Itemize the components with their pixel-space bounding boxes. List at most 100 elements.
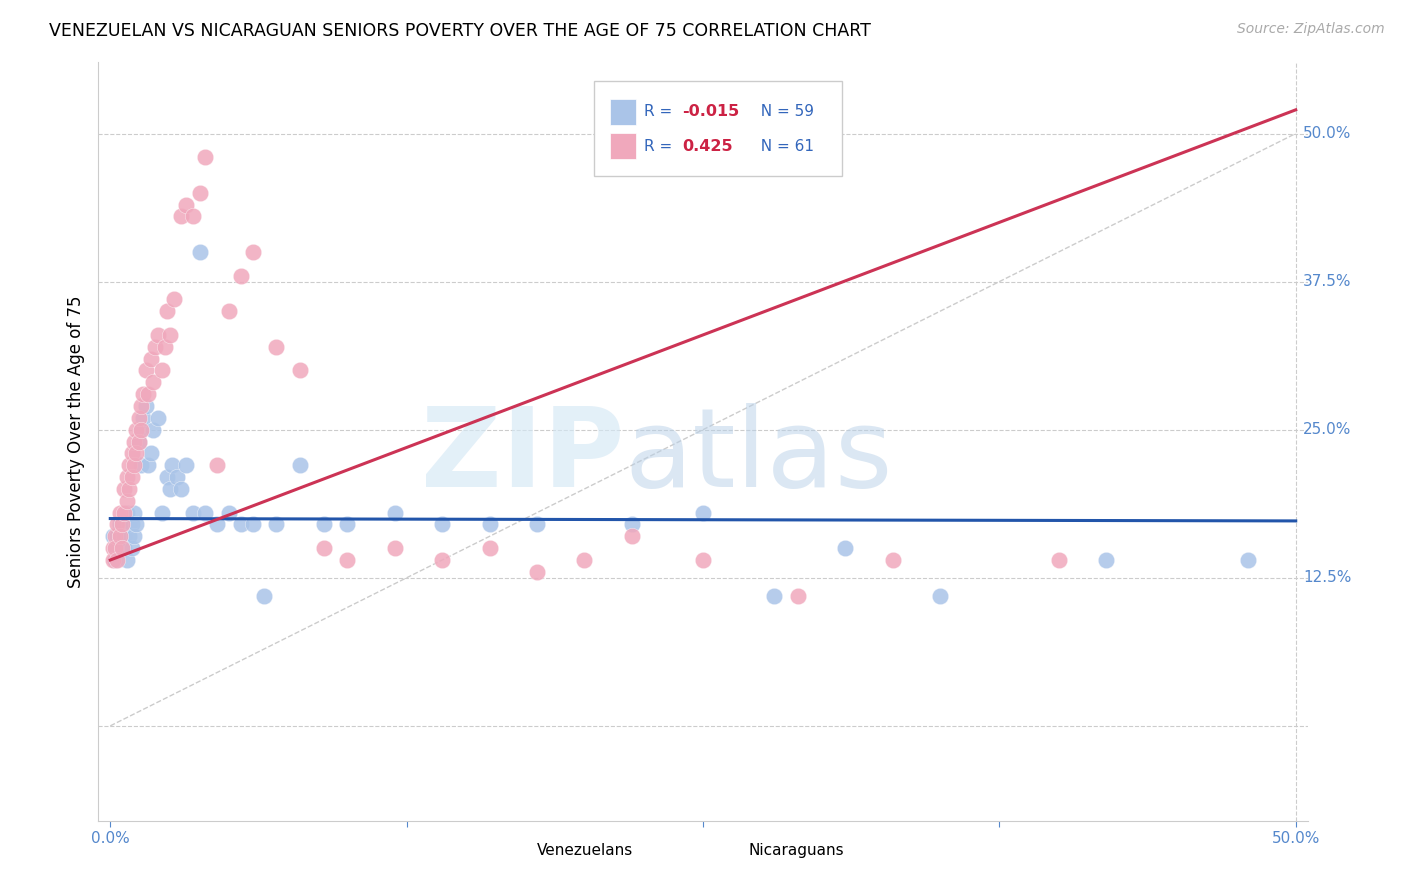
Point [194, 150, 217, 164]
Point [190, 244, 212, 259]
Point [121, 470, 143, 484]
FancyBboxPatch shape [610, 133, 637, 159]
Text: N = 61: N = 61 [751, 139, 814, 154]
Point [242, 517, 264, 532]
Point [159, 482, 181, 496]
Point [312, 541, 335, 556]
Point [111, 541, 134, 556]
Point [115, 493, 138, 508]
Point [432, 553, 454, 567]
Point [253, 589, 276, 603]
Point [174, 458, 197, 473]
Point [122, 458, 145, 473]
Point [111, 517, 134, 532]
Point [108, 506, 131, 520]
Point [574, 553, 596, 567]
Point [336, 553, 359, 567]
Point [288, 458, 311, 473]
Point [105, 529, 128, 543]
Point [160, 458, 183, 473]
Point [136, 387, 159, 401]
Point [129, 423, 152, 437]
Point [834, 541, 856, 556]
Point [163, 293, 186, 307]
Point [763, 589, 786, 603]
Point [156, 470, 179, 484]
Point [218, 304, 240, 318]
Point [128, 434, 150, 449]
Point [135, 363, 157, 377]
Point [142, 376, 165, 390]
Point [128, 410, 150, 425]
Point [118, 482, 141, 496]
Point [882, 553, 904, 567]
Point [229, 517, 252, 532]
Text: 25.0%: 25.0% [1303, 422, 1351, 437]
Point [384, 541, 406, 556]
Point [115, 470, 138, 484]
Point [114, 529, 136, 543]
Point [152, 506, 174, 520]
Point [143, 340, 166, 354]
Point [166, 470, 188, 484]
Point [156, 304, 179, 318]
Point [108, 529, 131, 543]
Point [108, 517, 131, 532]
Point [174, 197, 197, 211]
Text: Nicaraguans: Nicaraguans [749, 844, 845, 858]
FancyBboxPatch shape [503, 839, 530, 863]
Point [118, 517, 141, 532]
Point [115, 506, 138, 520]
Point [786, 589, 808, 603]
Point [288, 363, 311, 377]
Point [526, 565, 548, 579]
Text: 50.0%: 50.0% [1303, 126, 1351, 141]
Point [136, 458, 159, 473]
Point [105, 541, 128, 556]
Point [929, 589, 952, 603]
Point [229, 268, 252, 283]
Text: R =: R = [644, 139, 682, 154]
Point [264, 517, 287, 532]
Point [122, 506, 145, 520]
Point [104, 553, 127, 567]
Point [125, 446, 148, 460]
Point [129, 458, 152, 473]
Point [620, 517, 643, 532]
Point [312, 517, 335, 532]
Point [205, 458, 228, 473]
Point [170, 482, 193, 496]
Point [181, 210, 204, 224]
Point [692, 553, 714, 567]
Point [114, 506, 136, 520]
Point [478, 517, 501, 532]
Point [105, 553, 128, 567]
Point [132, 410, 155, 425]
Point [139, 446, 162, 460]
FancyBboxPatch shape [610, 99, 637, 125]
Point [104, 541, 127, 556]
Point [242, 244, 264, 259]
Point [336, 517, 359, 532]
Point [1047, 553, 1070, 567]
Point [111, 541, 134, 556]
Text: 0.425: 0.425 [682, 139, 733, 154]
Point [104, 541, 127, 556]
Point [105, 517, 128, 532]
Point [146, 410, 169, 425]
Point [205, 517, 228, 532]
Text: N = 59: N = 59 [751, 104, 814, 120]
Point [142, 423, 165, 437]
FancyBboxPatch shape [595, 81, 842, 177]
Point [101, 553, 124, 567]
Point [108, 529, 131, 543]
Text: 37.5%: 37.5% [1303, 274, 1351, 289]
Point [101, 529, 124, 543]
Point [121, 446, 143, 460]
Point [122, 434, 145, 449]
Text: Venezuelans: Venezuelans [537, 844, 634, 858]
Point [190, 186, 212, 200]
Text: Source: ZipAtlas.com: Source: ZipAtlas.com [1237, 22, 1385, 37]
Text: -0.015: -0.015 [682, 104, 740, 120]
Point [115, 553, 138, 567]
